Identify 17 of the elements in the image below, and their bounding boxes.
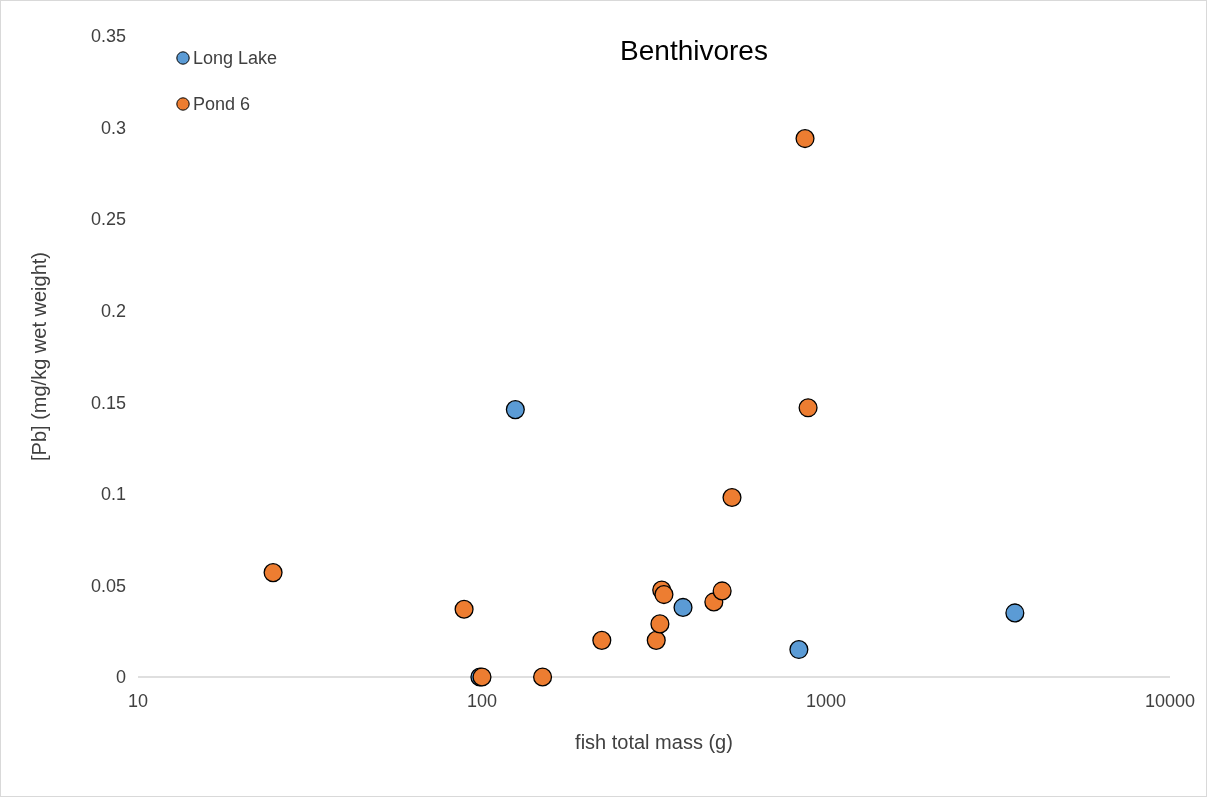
y-tick-label: 0.2 <box>100 301 126 322</box>
legend-label: Pond 6 <box>193 94 251 115</box>
y-tick-label: 0 <box>115 667 126 688</box>
x-tick-label: 10000 <box>1144 691 1196 711</box>
x-tick-label: 10 <box>127 691 149 711</box>
y-tick-label: 0.35 <box>90 26 126 47</box>
y-tick-label: 0.1 <box>100 484 126 505</box>
y-tick-label: 0.15 <box>90 392 126 413</box>
y-tick-label: 0.05 <box>90 575 126 596</box>
chart-title: Benthivores <box>620 35 768 66</box>
x-axis-title: fish total mass (g) <box>575 731 733 753</box>
y-tick-label: 0.3 <box>100 117 126 138</box>
y-tick-label: 0.25 <box>90 209 126 230</box>
legend-label: Long Lake <box>193 48 278 69</box>
y-axis-title: [Pb] (mg/kg wet weight) <box>28 252 50 461</box>
x-tick-label: 1000 <box>805 691 847 711</box>
x-tick-label: 100 <box>466 691 498 711</box>
